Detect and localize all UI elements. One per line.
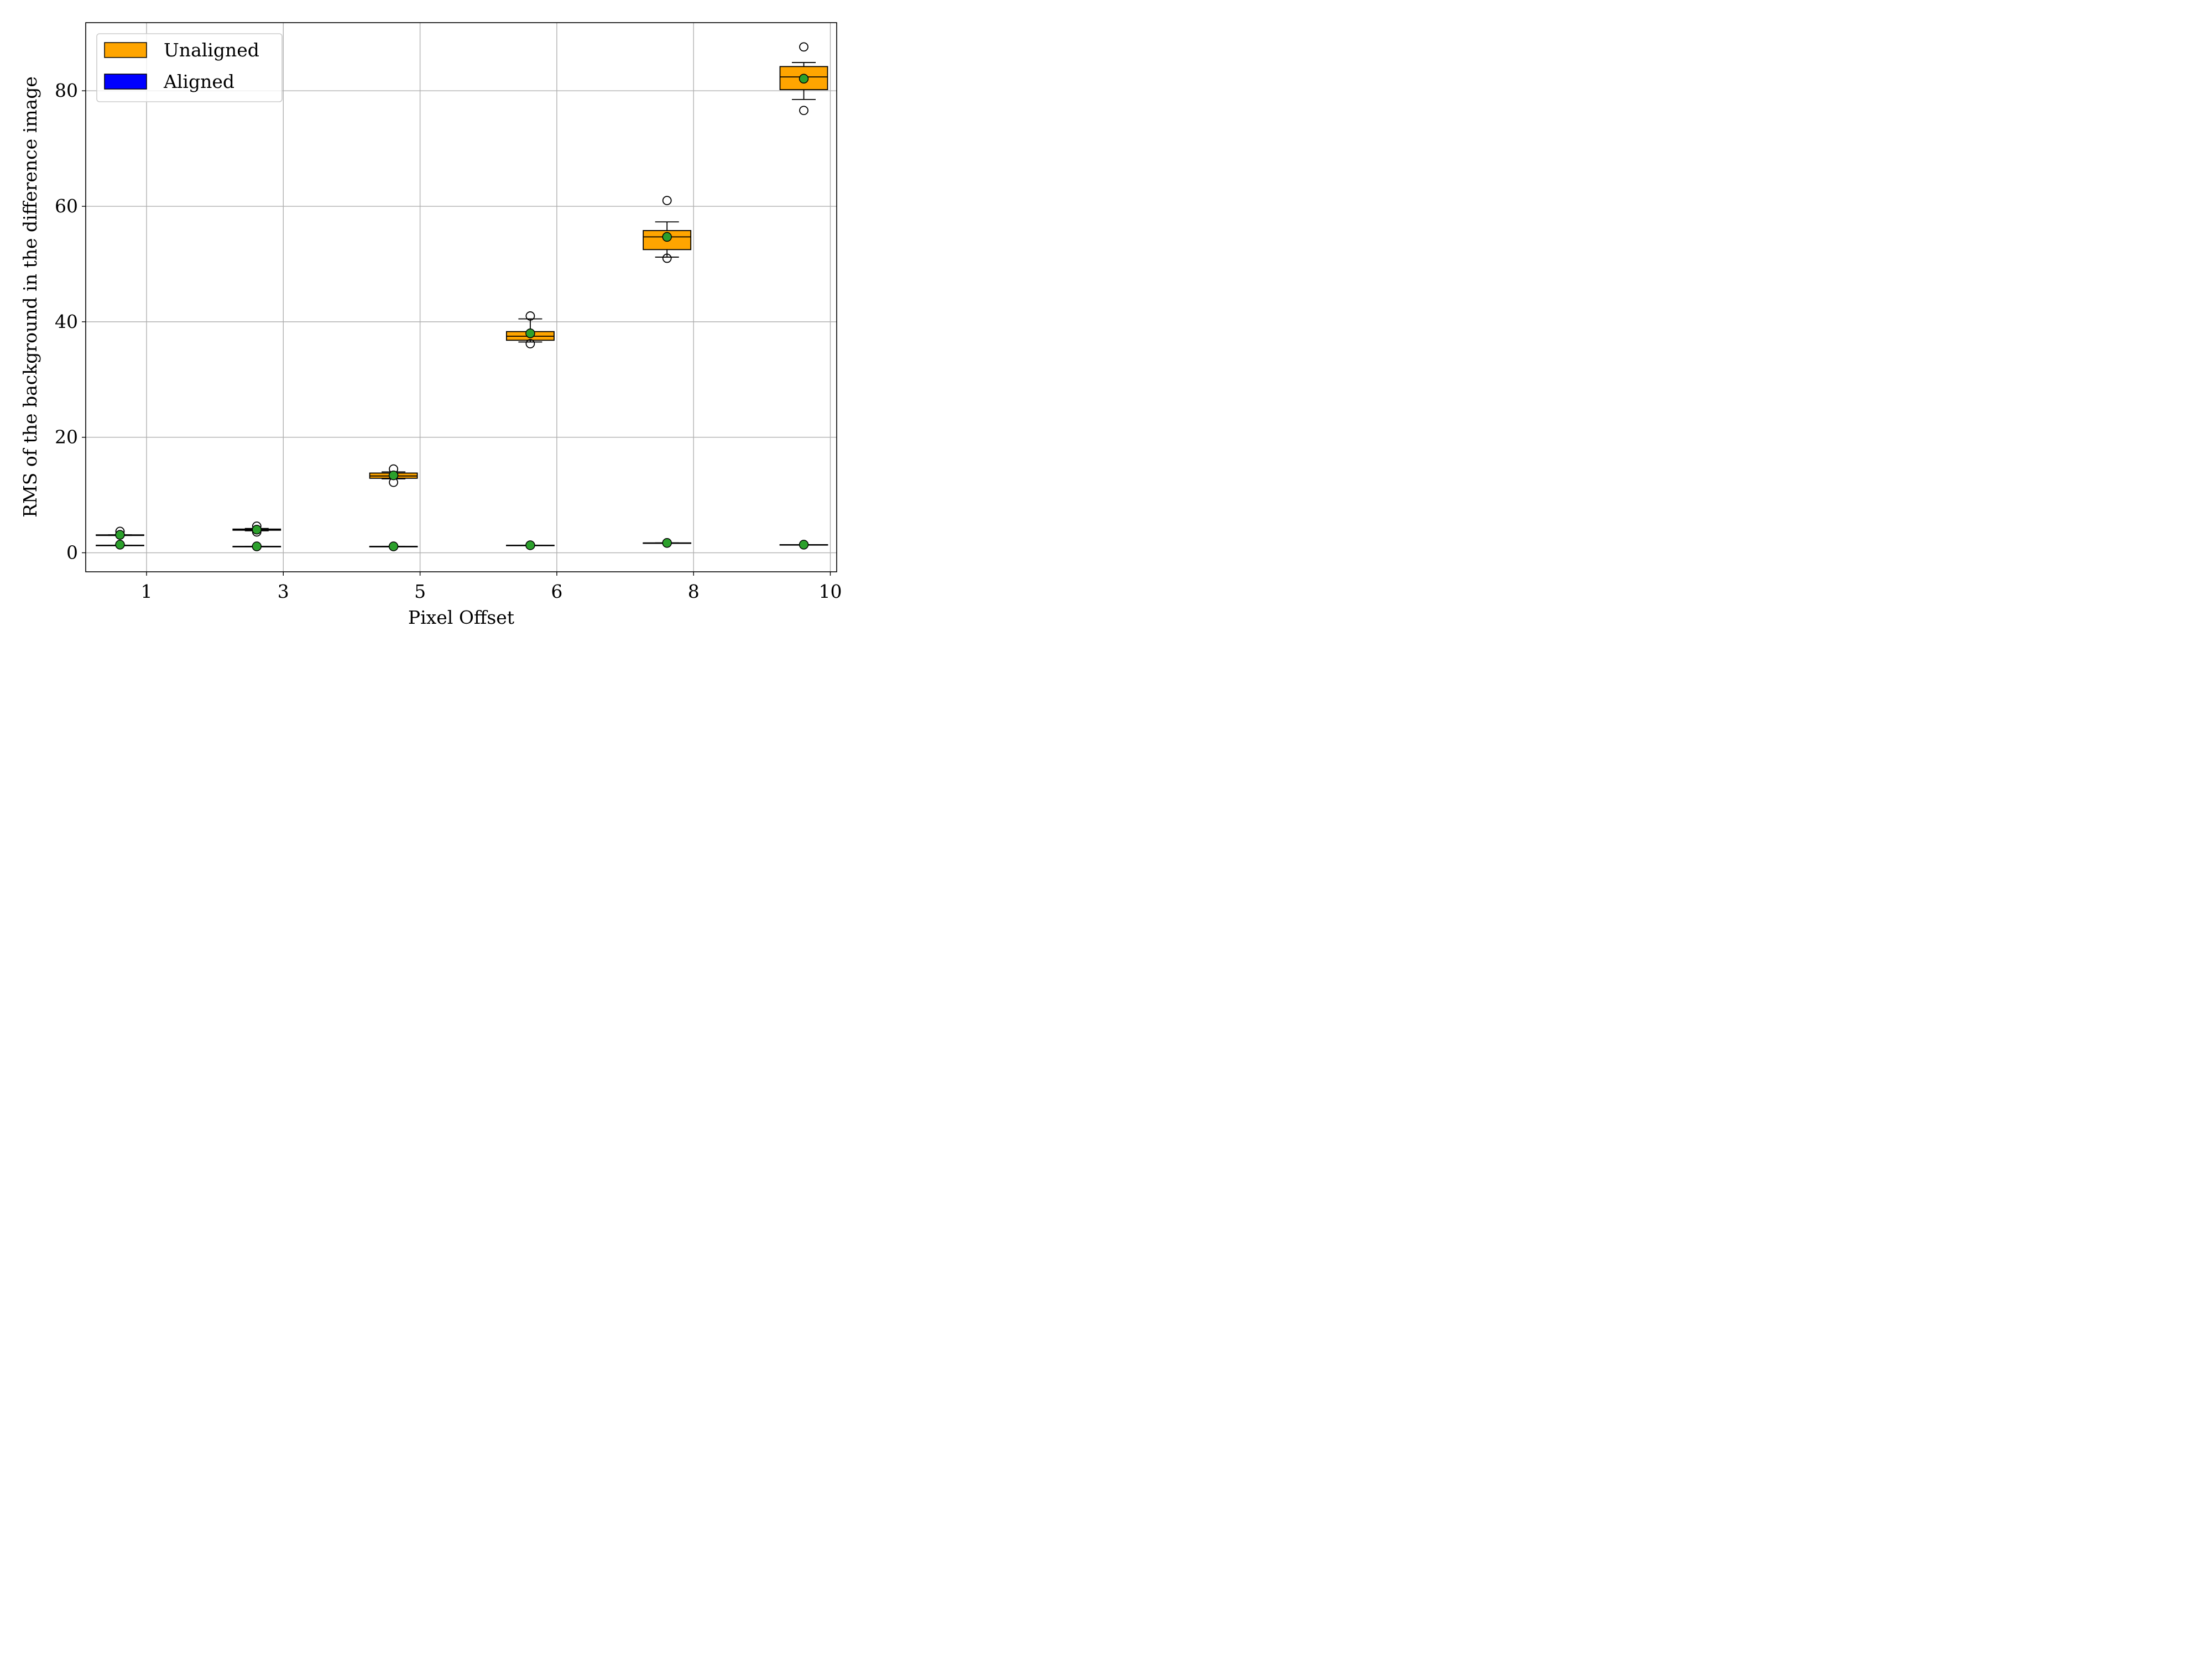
y-axis-label: RMS of the background in the difference …: [19, 76, 41, 518]
box-aligned-1: [96, 540, 144, 550]
mean-marker: [252, 541, 262, 551]
y-tick-label: 20: [55, 426, 78, 448]
outlier-point: [662, 196, 672, 206]
axis-ticks: 0 20 40 60 80 1 3 5 6 8 10: [55, 80, 842, 602]
mean-marker: [799, 540, 809, 550]
legend-swatch-unaligned: [104, 42, 147, 58]
mean-marker: [115, 540, 125, 550]
legend: Unaligned Aligned: [96, 33, 283, 102]
mean-marker: [662, 232, 672, 242]
mean-marker: [252, 525, 262, 535]
box-unaligned-1: [96, 526, 144, 540]
box-unaligned-6: [506, 311, 555, 348]
box-series: [96, 42, 828, 551]
plot-background: [86, 23, 837, 572]
box-aligned-8: [643, 538, 692, 548]
mean-marker: [525, 540, 535, 550]
outlier-point: [799, 106, 808, 116]
mean-marker: [115, 530, 125, 540]
outlier-point: [525, 339, 535, 348]
mean-marker: [525, 328, 535, 338]
box-aligned-3: [232, 541, 281, 551]
mean-marker: [799, 74, 809, 84]
y-tick-label: 40: [55, 311, 78, 332]
x-tick-label: 5: [414, 581, 426, 602]
y-tick-label: 80: [55, 80, 78, 101]
box-unaligned-8: [643, 196, 692, 263]
outlier-point: [662, 253, 672, 263]
y-tick-label: 60: [55, 195, 78, 217]
y-tick-label: 0: [66, 542, 78, 564]
plot-frame: [85, 22, 837, 572]
legend-swatch-aligned: [104, 74, 147, 90]
mean-marker: [388, 470, 399, 481]
box-unaligned-3: [232, 521, 281, 537]
box-aligned-6: [506, 540, 555, 550]
box-aligned-10: [779, 540, 828, 550]
x-tick-label: 3: [278, 581, 289, 602]
box-aligned-5: [369, 541, 418, 551]
legend-label-aligned: Aligned: [163, 71, 234, 92]
box-plot-chart: 0 20 40 60 80 1 3 5 6 8 10 Pixel Offset RMS of the…: [19, 22, 842, 628]
mean-marker: [388, 541, 399, 551]
box-unaligned-5: [369, 464, 418, 487]
x-tick-label: 8: [688, 581, 700, 602]
legend-label-unaligned: Unaligned: [164, 39, 259, 61]
grid-lines: [86, 23, 837, 572]
mean-marker: [662, 538, 672, 548]
outlier-point: [799, 42, 808, 52]
x-axis-label: Pixel Offset: [408, 607, 514, 628]
outlier-point: [525, 311, 535, 321]
box-unaligned-10: [779, 42, 828, 116]
x-tick-label: 1: [141, 581, 153, 602]
x-tick-label: 10: [819, 581, 842, 602]
x-tick-label: 6: [551, 581, 562, 602]
